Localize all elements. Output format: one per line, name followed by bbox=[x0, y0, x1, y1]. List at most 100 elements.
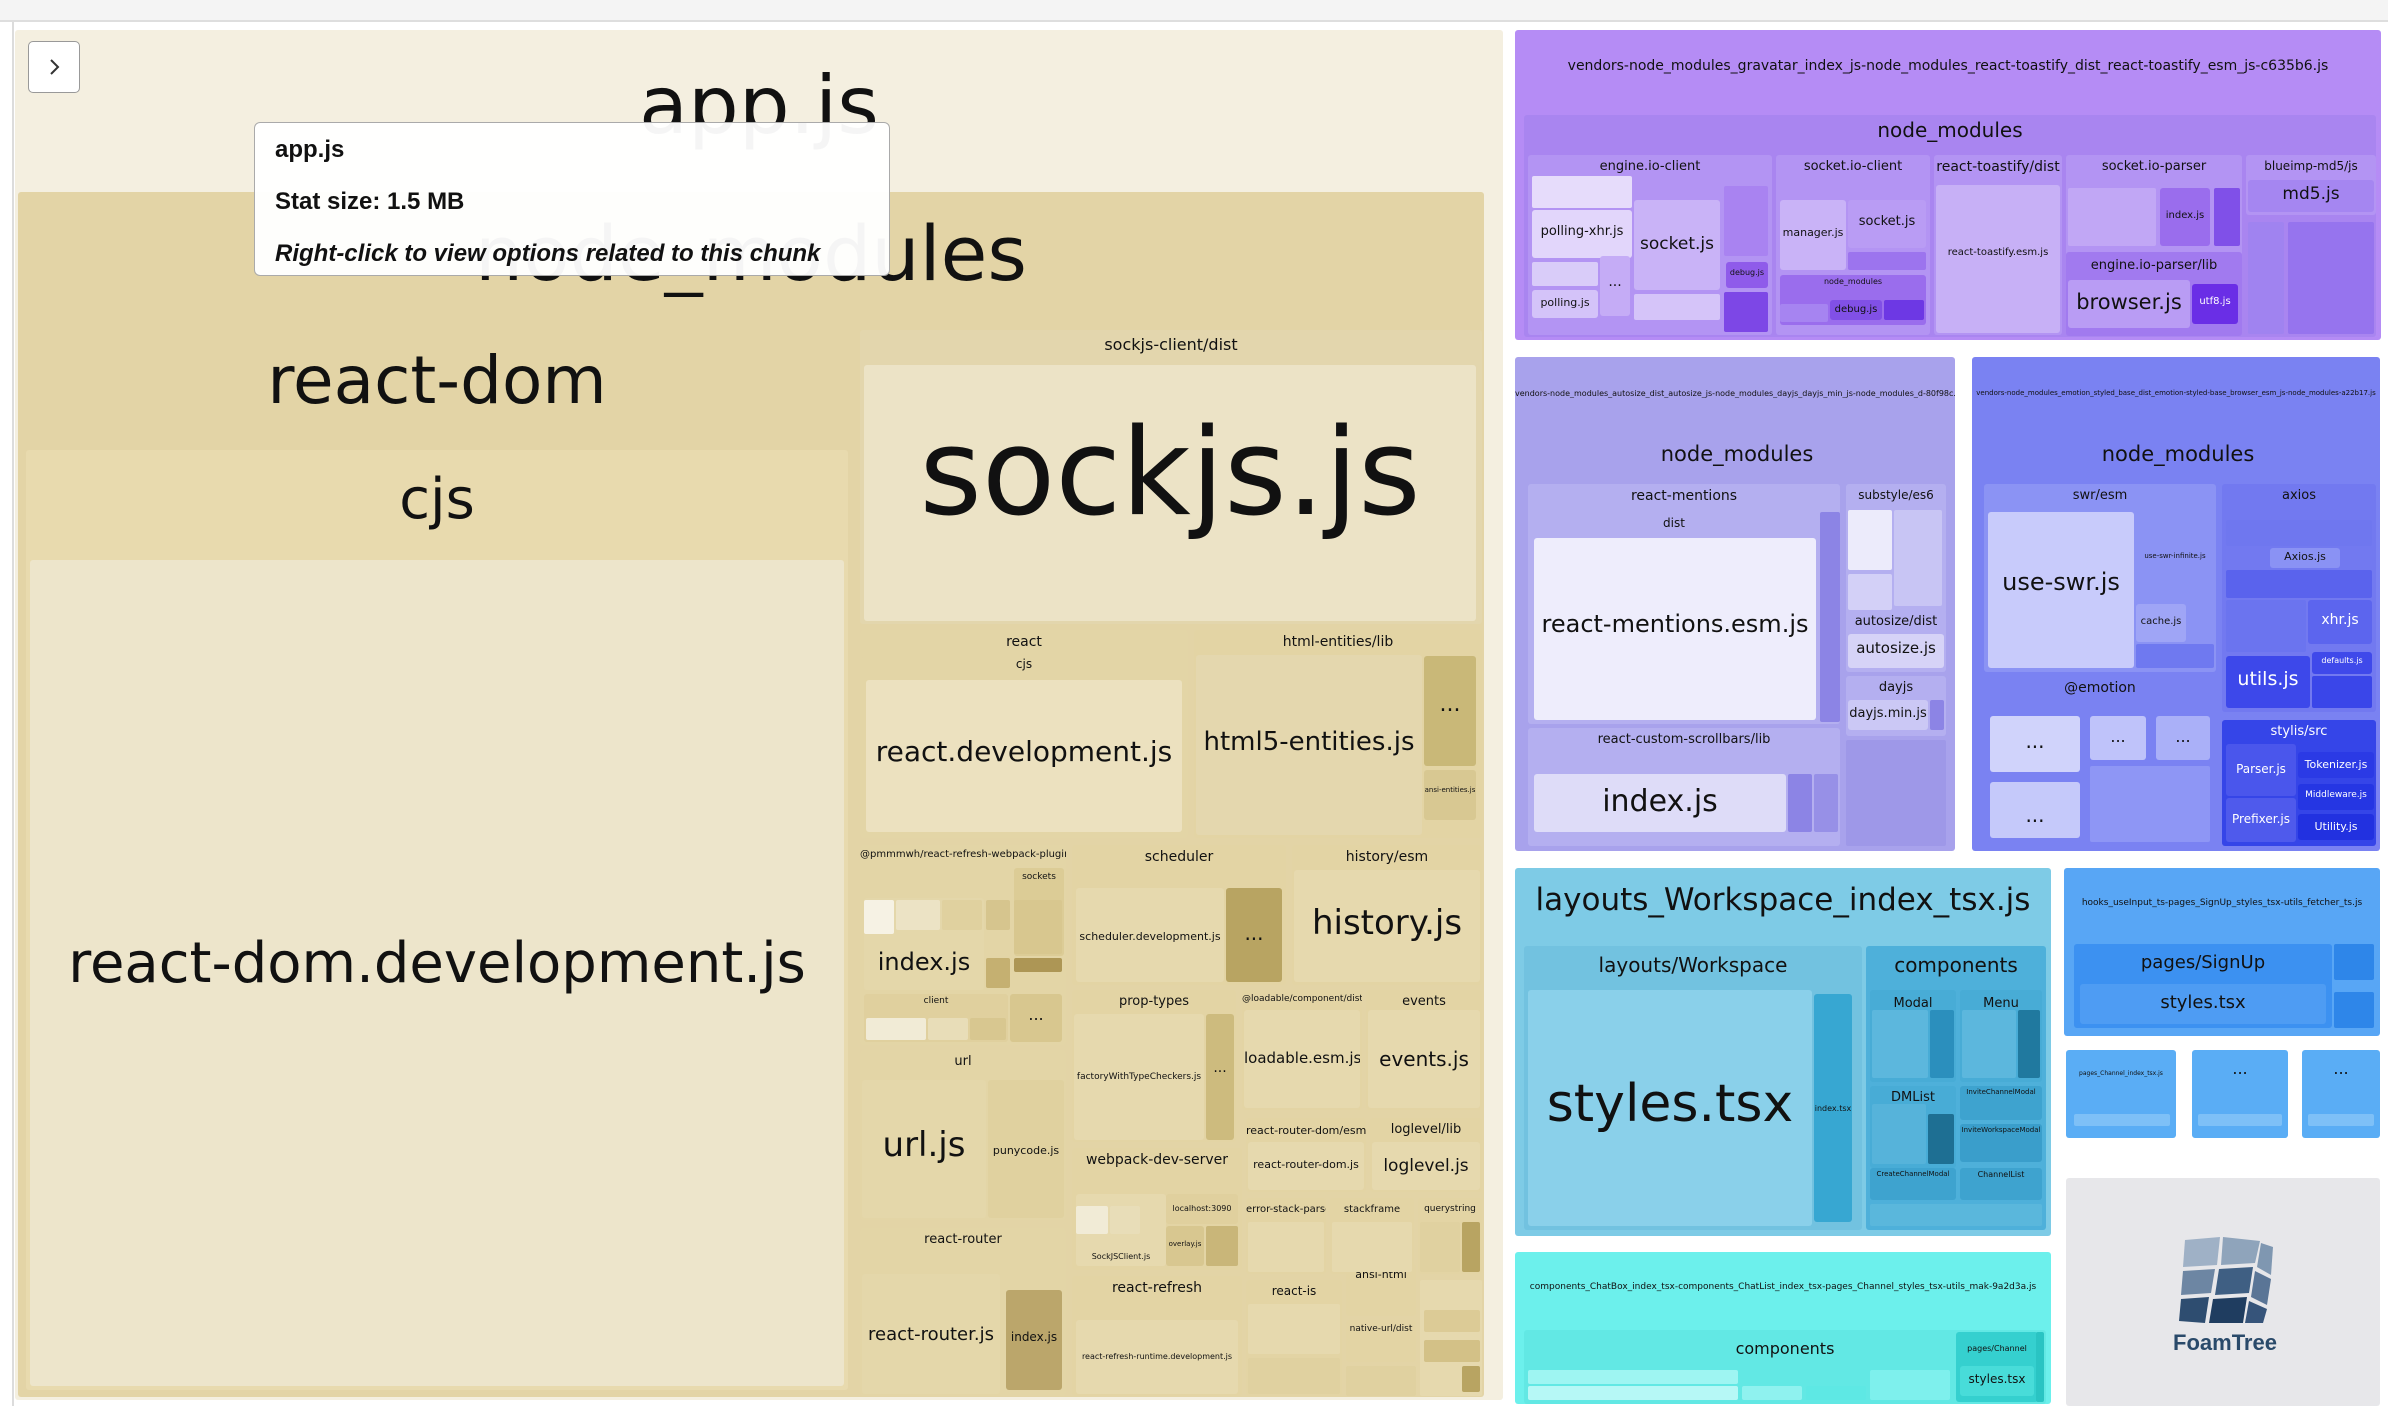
treemap-small-module[interactable] bbox=[1848, 574, 1892, 610]
module-xhr[interactable]: xhr.js bbox=[2308, 600, 2372, 644]
module-polling[interactable]: polling.js bbox=[1532, 290, 1598, 318]
treemap-small-module[interactable] bbox=[1332, 1222, 1412, 1272]
module-react-mentions-esm[interactable]: react-mentions.esm.js bbox=[1534, 538, 1816, 720]
treemap-small-module[interactable] bbox=[2068, 188, 2156, 246]
module-punycode[interactable]: punycode.js bbox=[988, 1080, 1064, 1218]
module-ansi-entities[interactable]: ansi-entities.js bbox=[1424, 770, 1476, 820]
treemap-small-module[interactable] bbox=[1872, 1104, 1926, 1164]
treemap-small-module[interactable] bbox=[986, 958, 1010, 988]
module-use-swr[interactable]: use-swr.js bbox=[1988, 512, 2134, 668]
treemap-small-module[interactable] bbox=[1724, 186, 1768, 256]
treemap-small-module[interactable] bbox=[1884, 300, 1924, 320]
module-manager[interactable]: manager.js bbox=[1780, 200, 1846, 270]
treemap-small-module[interactable] bbox=[1930, 700, 1944, 730]
module-overlay[interactable]: overlay.js bbox=[1166, 1226, 1204, 1266]
module-utf8[interactable]: utf8.js bbox=[2192, 284, 2238, 324]
treemap-small-module[interactable] bbox=[1420, 1222, 1460, 1272]
module-utils-axios[interactable]: utils.js bbox=[2226, 656, 2310, 708]
treemap-small-module[interactable] bbox=[1110, 1206, 1140, 1234]
module-debug[interactable]: debug.js bbox=[1726, 262, 1768, 288]
module-use-swr-infinite[interactable]: use-swr-infinite.js bbox=[2136, 512, 2214, 602]
treemap-small-module[interactable] bbox=[1814, 774, 1838, 832]
treemap-small-module[interactable] bbox=[1870, 1204, 2042, 1226]
module-react-refresh-runtime[interactable]: react-refresh-runtime.development.js bbox=[1076, 1320, 1238, 1394]
module-react-refresh-client-more[interactable]: ... bbox=[1010, 994, 1062, 1042]
module-styles-workspace[interactable]: styles.tsx bbox=[1528, 990, 1812, 1226]
treemap-small-module[interactable] bbox=[1846, 740, 1946, 846]
treemap-small-module[interactable] bbox=[1872, 1010, 1928, 1078]
treemap-small-module[interactable] bbox=[1928, 1114, 1954, 1164]
treemap-small-module[interactable] bbox=[1462, 1222, 1480, 1272]
treemap-small-module[interactable] bbox=[2288, 222, 2374, 334]
module-emotion-react[interactable]: ... bbox=[2090, 716, 2146, 760]
module-react-router-dom[interactable]: react-router-dom.js bbox=[1248, 1142, 1364, 1190]
sidebar-toggle-button[interactable] bbox=[28, 41, 80, 93]
module-emotion-styled[interactable]: ... bbox=[2156, 716, 2210, 760]
treemap-small-module[interactable] bbox=[1346, 1366, 1416, 1396]
module-socket-engine[interactable]: socket.js bbox=[1634, 200, 1720, 290]
treemap-small-module[interactable] bbox=[1742, 1386, 1802, 1400]
treemap-small-module[interactable] bbox=[1806, 1386, 1866, 1400]
module-scheduler-development[interactable]: scheduler.development.js bbox=[1076, 888, 1224, 982]
treemap-small-module[interactable] bbox=[1724, 292, 1768, 332]
treemap-small-module[interactable] bbox=[970, 1018, 1006, 1040]
treemap-small-module[interactable] bbox=[1014, 958, 1062, 972]
group-channel-list[interactable]: ChannelList bbox=[1960, 1168, 2042, 1200]
treemap-small-module[interactable] bbox=[1788, 774, 1812, 832]
module-factory-with-type-checkers[interactable]: factoryWithTypeCheckers.js bbox=[1074, 1014, 1204, 1140]
module-prop-types-more[interactable]: ... bbox=[1206, 1014, 1234, 1140]
module-workspace-index[interactable]: index.tsx bbox=[1814, 994, 1852, 1222]
module-cache[interactable]: cache.js bbox=[2136, 604, 2186, 642]
module-emotion-serialize[interactable]: ... bbox=[1990, 716, 2080, 772]
treemap-small-module[interactable] bbox=[986, 900, 1010, 930]
module-channel-styles[interactable]: styles.tsx bbox=[1960, 1366, 2034, 1396]
treemap-small-module[interactable] bbox=[1014, 900, 1062, 954]
module-engine-more[interactable]: ... bbox=[1600, 256, 1630, 316]
treemap-small-module[interactable] bbox=[2036, 1332, 2044, 1402]
treemap-small-module[interactable] bbox=[1206, 1226, 1238, 1266]
treemap-small-module[interactable] bbox=[1424, 1340, 1480, 1362]
treemap-small-module[interactable] bbox=[942, 900, 982, 930]
module-defaults[interactable]: defaults.js bbox=[2312, 652, 2372, 674]
module-events[interactable]: events.js bbox=[1368, 1010, 1480, 1108]
treemap-small-module[interactable] bbox=[1462, 1366, 1480, 1392]
treemap-small-module[interactable] bbox=[1528, 1370, 1738, 1384]
treemap-small-module[interactable] bbox=[1848, 252, 1926, 270]
treemap-small-module[interactable] bbox=[2136, 644, 2214, 668]
treemap-small-module[interactable] bbox=[2226, 600, 2306, 652]
group-create-channel-modal[interactable]: CreateChannelModal bbox=[1870, 1168, 1956, 1200]
group-native-url[interactable]: native-url/dist bbox=[1346, 1320, 1416, 1362]
module-autosize[interactable]: autosize.js bbox=[1848, 634, 1944, 668]
treemap-small-module[interactable] bbox=[2308, 1114, 2374, 1126]
treemap-small-module[interactable] bbox=[2334, 944, 2374, 980]
module-middleware[interactable]: Middleware.js bbox=[2298, 784, 2374, 810]
module-localhost[interactable]: localhost:3090 bbox=[1166, 1194, 1238, 1224]
treemap-small-module[interactable] bbox=[2214, 188, 2240, 246]
treemap-small-module[interactable] bbox=[1248, 1358, 1340, 1394]
module-polling-xhr[interactable]: polling-xhr.js bbox=[1532, 210, 1632, 258]
module-html5-entities[interactable]: html5-entities.js bbox=[1196, 655, 1422, 835]
module-react-dom-development[interactable]: react-dom.development.js bbox=[30, 560, 844, 1386]
module-scrollbars-index[interactable]: index.js bbox=[1534, 774, 1786, 832]
treemap-small-module[interactable] bbox=[1076, 1206, 1108, 1234]
module-emotion-cache[interactable]: ... bbox=[1990, 782, 2080, 838]
treemap-small-module[interactable] bbox=[1848, 510, 1892, 570]
module-browser[interactable]: browser.js bbox=[2068, 280, 2190, 328]
module-prefixer[interactable]: Prefixer.js bbox=[2226, 798, 2296, 842]
module-parser-index[interactable]: index.js bbox=[2160, 188, 2210, 246]
module-signup-styles[interactable]: styles.tsx bbox=[2080, 984, 2326, 1024]
module-tokenizer[interactable]: Tokenizer.js bbox=[2298, 752, 2374, 778]
module-parser[interactable]: Parser.js bbox=[2226, 744, 2296, 796]
treemap-small-module[interactable] bbox=[1962, 1010, 2016, 1078]
treemap-small-module[interactable] bbox=[928, 1018, 968, 1040]
treemap-small-module[interactable] bbox=[864, 900, 894, 934]
treemap-small-module[interactable] bbox=[1930, 1010, 1954, 1078]
group-invite-channel-modal[interactable]: InviteChannelModal bbox=[1960, 1086, 2042, 1120]
treemap-small-module[interactable] bbox=[1532, 262, 1598, 286]
module-scheduler-more[interactable]: ... bbox=[1226, 888, 1282, 982]
module-history[interactable]: history.js bbox=[1294, 870, 1480, 982]
treemap-small-module[interactable] bbox=[1424, 1310, 1480, 1332]
treemap-small-module[interactable] bbox=[866, 1018, 926, 1040]
treemap-small-module[interactable] bbox=[1820, 512, 1840, 722]
group-invite-workspace-modal[interactable]: InviteWorkspaceModal bbox=[1960, 1124, 2042, 1162]
